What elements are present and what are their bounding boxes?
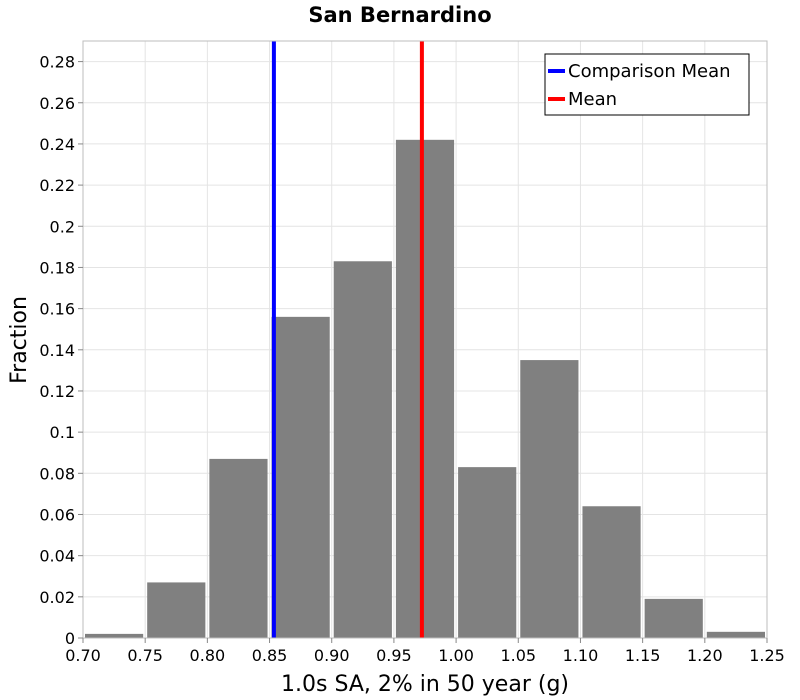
histogram-bar — [271, 316, 330, 638]
y-tick-label: 0.16 — [39, 300, 75, 319]
x-tick-label: 0.70 — [65, 646, 101, 665]
y-tick-label: 0.08 — [39, 464, 75, 483]
x-tick-label: 0.85 — [252, 646, 288, 665]
histogram-bar — [395, 139, 455, 639]
chart-legend: Comparison Mean Mean — [544, 53, 750, 116]
histogram-bars — [85, 139, 765, 639]
histogram-bar — [582, 506, 641, 638]
y-tick-label: 0.06 — [39, 505, 75, 524]
histogram-bar — [520, 360, 579, 638]
x-tick-label: 1.05 — [500, 646, 536, 665]
legend-label-comparison-mean: Comparison Mean — [568, 61, 731, 82]
histogram-bar — [333, 261, 392, 638]
chart-title: San Bernardino — [308, 3, 491, 27]
histogram-bar — [644, 598, 703, 638]
y-axis-ticks: 0 0.02 0.04 0.06 0.08 0.1 0.12 0.14 0.16 0.18 0.2 0… — [39, 53, 83, 648]
y-tick-label: 0.12 — [39, 382, 75, 401]
x-tick-label: 1.00 — [438, 646, 474, 665]
x-tick-label: 1.15 — [625, 646, 661, 665]
y-tick-label: 0.14 — [39, 341, 75, 360]
x-axis-ticks: 0.70 0.75 0.80 0.85 0.90 0.95 1.00 1.05 1.10 1.15… — [65, 638, 785, 665]
legend-box — [544, 53, 750, 116]
y-axis-label: Fraction — [7, 296, 32, 384]
x-tick-label: 0.75 — [127, 646, 163, 665]
x-tick-label: 0.80 — [190, 646, 226, 665]
legend-label-mean: Mean — [568, 89, 617, 110]
histogram-bar — [85, 633, 144, 638]
mean-lines — [271, 41, 424, 638]
x-tick-label: 1.25 — [749, 646, 785, 665]
y-tick-label: 0.22 — [39, 176, 75, 195]
y-tick-label: 0.1 — [50, 423, 75, 442]
y-tick-label: 0 — [65, 629, 75, 648]
y-tick-label: 0.02 — [39, 588, 75, 607]
x-tick-label: 1.10 — [563, 646, 599, 665]
x-tick-label: 1.20 — [687, 646, 723, 665]
x-tick-label: 0.95 — [376, 646, 412, 665]
y-tick-label: 0.18 — [39, 258, 75, 277]
y-tick-label: 0.24 — [39, 135, 75, 154]
x-axis-label: 1.0s SA, 2% in 50 year (g) — [281, 672, 569, 697]
histogram-bar — [458, 467, 517, 638]
y-tick-label: 0.2 — [50, 217, 75, 236]
y-tick-label: 0.04 — [39, 547, 75, 566]
plot-area-frame — [82, 40, 768, 639]
histogram-bar — [147, 582, 206, 638]
y-tick-label: 0.26 — [39, 94, 75, 113]
x-tick-label: 0.90 — [314, 646, 350, 665]
histogram-bar — [209, 458, 268, 638]
histogram-bar — [706, 631, 765, 638]
y-tick-label: 0.28 — [39, 53, 75, 72]
